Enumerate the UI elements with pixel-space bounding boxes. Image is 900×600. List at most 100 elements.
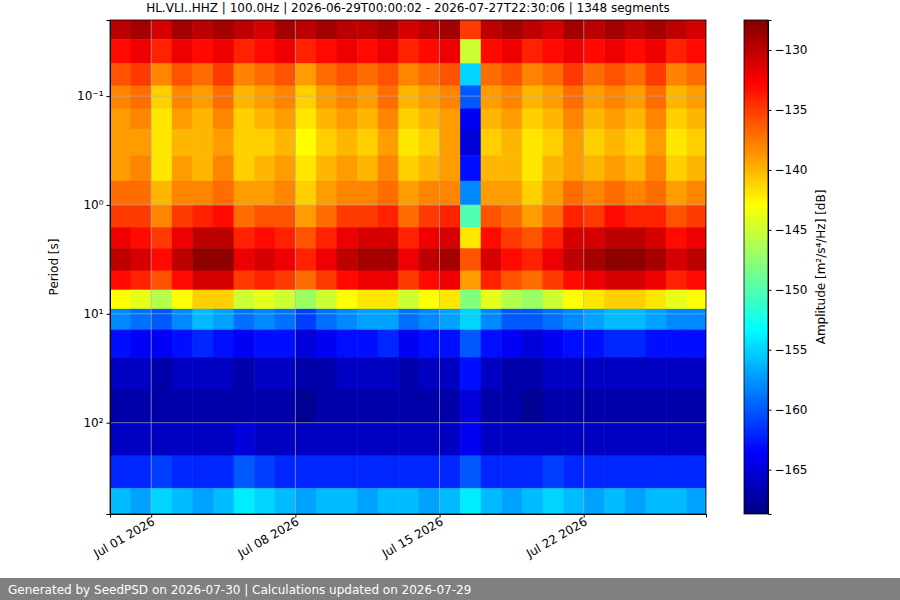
- cell: [666, 488, 687, 514]
- colorbar-tick: −150: [768, 283, 807, 297]
- cell: [687, 390, 706, 423]
- cell: [337, 63, 358, 86]
- cell: [625, 270, 646, 290]
- cell: [687, 205, 706, 228]
- cell: [419, 181, 440, 206]
- cell: [295, 20, 316, 40]
- cell: [254, 63, 275, 86]
- cell: [522, 390, 543, 423]
- cell: [275, 181, 296, 206]
- cell: [337, 39, 358, 64]
- cell: [337, 181, 358, 206]
- cell: [460, 488, 481, 514]
- cell: [151, 129, 172, 156]
- cell: [687, 181, 706, 206]
- cell: [378, 39, 399, 64]
- cell: [501, 357, 522, 390]
- cell: [151, 330, 172, 358]
- colorbar-tick-label: −165: [775, 463, 808, 477]
- cell: [213, 270, 234, 290]
- chart: Jul 01 2026Jul 08 2026Jul 15 2026Jul 22 …: [0, 0, 900, 600]
- cell: [440, 248, 461, 271]
- cell: [522, 455, 543, 488]
- cell: [584, 390, 605, 423]
- cell: [131, 248, 152, 271]
- cell: [481, 357, 502, 390]
- cell: [625, 290, 646, 310]
- cell: [666, 423, 687, 456]
- cell: [234, 108, 255, 129]
- cell: [501, 248, 522, 271]
- cell: [172, 390, 193, 423]
- y-tick-label: 10⁰: [83, 198, 103, 212]
- cell: [501, 129, 522, 156]
- x-axis: Jul 01 2026Jul 08 2026Jul 15 2026Jul 22 …: [91, 514, 707, 561]
- cell: [522, 108, 543, 129]
- cell: [151, 390, 172, 423]
- cell: [151, 205, 172, 228]
- cell: [666, 390, 687, 423]
- cell: [131, 39, 152, 64]
- cell: [316, 227, 337, 249]
- cell: [110, 181, 131, 206]
- cell: [584, 181, 605, 206]
- cell: [543, 155, 564, 181]
- y-tick-mark: [107, 423, 111, 424]
- cell: [481, 270, 502, 290]
- cell: [604, 181, 625, 206]
- cell: [501, 290, 522, 310]
- cell: [440, 455, 461, 488]
- cell: [316, 181, 337, 206]
- cell: [172, 108, 193, 129]
- cell: [584, 290, 605, 310]
- cell: [687, 270, 706, 290]
- cell: [254, 270, 275, 290]
- cell: [687, 488, 706, 514]
- cell: [522, 357, 543, 390]
- x-tick-label: Jul 22 2026: [523, 514, 590, 561]
- colorbar-tick: −165: [768, 463, 807, 477]
- cell: [192, 488, 213, 514]
- cell: [192, 290, 213, 310]
- cell: [398, 248, 419, 271]
- cell: [213, 309, 234, 330]
- cell: [316, 108, 337, 129]
- cell: [295, 455, 316, 488]
- cell: [522, 309, 543, 330]
- cell: [563, 108, 584, 129]
- colorbar-tick-label: −145: [775, 223, 808, 237]
- cell: [110, 357, 131, 390]
- cell: [604, 390, 625, 423]
- cell: [604, 309, 625, 330]
- cell: [131, 63, 152, 86]
- cell: [234, 423, 255, 456]
- cell: [295, 227, 316, 249]
- cell: [398, 39, 419, 64]
- cell: [501, 39, 522, 64]
- cell: [275, 423, 296, 456]
- y-axis-line: [107, 21, 111, 515]
- cell: [316, 290, 337, 310]
- cell: [234, 309, 255, 330]
- cell: [460, 227, 481, 249]
- cell: [666, 309, 687, 330]
- colorbar-tick: −155: [768, 343, 807, 357]
- cell: [501, 488, 522, 514]
- cell: [604, 357, 625, 390]
- cell: [563, 20, 584, 40]
- cell: [419, 227, 440, 249]
- cell: [625, 155, 646, 181]
- cell: [254, 39, 275, 64]
- cell: [295, 63, 316, 86]
- cell: [213, 290, 234, 310]
- cell: [440, 423, 461, 456]
- cell: [192, 129, 213, 156]
- cell: [316, 488, 337, 514]
- cell: [563, 63, 584, 86]
- cell: [398, 390, 419, 423]
- cell: [110, 270, 131, 290]
- cell: [687, 357, 706, 390]
- cell: [254, 20, 275, 40]
- cell: [213, 20, 234, 40]
- cell: [357, 455, 378, 488]
